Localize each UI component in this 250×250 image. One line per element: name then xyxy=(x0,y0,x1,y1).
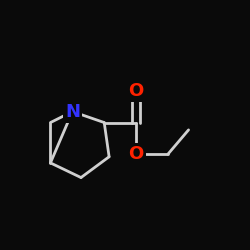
Text: O: O xyxy=(128,145,144,163)
Text: O: O xyxy=(128,82,144,100)
Text: N: N xyxy=(65,102,80,120)
